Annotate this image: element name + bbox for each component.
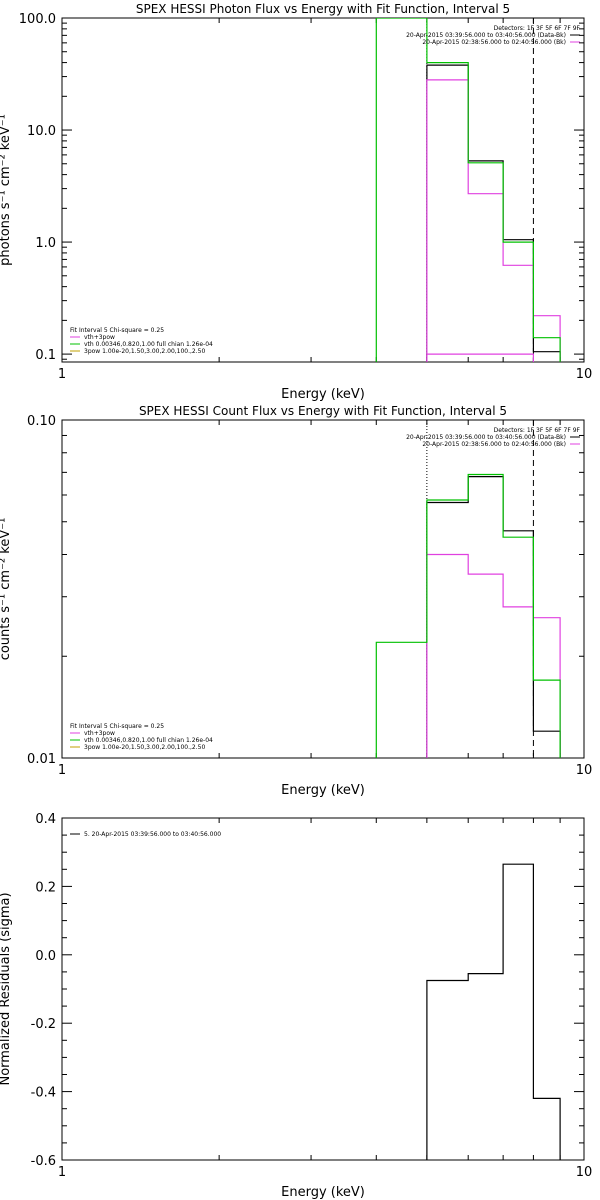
legend-entry: vth 0.00346,0.820,1.00 full chian 1.26e-… [84,737,213,744]
legend-left: 5. 20-Apr-2015 03:39:56.000 to 03:40:56.… [70,831,221,838]
y-tick-label: 1.0 [35,236,56,251]
x-axis-label: Energy (keV) [281,1185,365,1200]
legend-left: Fit Interval 5 Chi-square = 0.25vth+3pow… [70,327,213,355]
series-1-step [426,863,561,1160]
legend-left: Fit Interval 5 Chi-square = 0.25vth+3pow… [70,723,213,751]
legend-entry: 20-Apr-2015 03:39:56.000 to 03:40:56.000… [406,32,566,39]
x-tick-label: 1 [58,763,66,778]
y-tick-label: 0.0 [35,949,56,964]
y-tick-label: -0.2 [31,1017,56,1032]
x-tick-label: 1 [58,367,66,382]
legend-entry: 3pow 1.00e-20,1.50,3.00,2.00,100.,2.50 [84,348,205,355]
y-tick-label: 0.2 [35,880,56,895]
panel-3: 1 10 0.4 0.2 0.0 -0.2 -0.4 -0.6 Energy (keV) Norm… [0,812,592,1200]
series-2-step [426,553,561,758]
y-tick-label: -0.6 [31,1154,56,1169]
x-tick-label: 10 [576,367,593,382]
legend-entry: vth+3pow [84,334,115,341]
plot-frame [61,817,585,1161]
panel-1: SPEX HESSI Photon Flux vs Energy with Fi… [0,2,592,402]
legend-header: Fit Interval 5 Chi-square = 0.25 [70,723,164,730]
y-tick-label: 0.4 [35,812,56,827]
legend-entry: 20-Apr-2015 02:38:56.000 to 02:40:56.000… [422,441,566,448]
data-layer [375,473,561,758]
legend-header: Fit Interval 5 Chi-square = 0.25 [70,327,164,334]
legend-entry: 5. 20-Apr-2015 03:39:56.000 to 03:40:56.… [84,831,221,838]
y-axis-label: counts s⁻¹ cm⁻² keV⁻¹ [0,518,13,661]
legend-entry: 20-Apr-2015 02:38:56.000 to 02:40:56.000… [422,39,566,46]
series-4-step [375,18,561,362]
y-tick-label: 0.10 [27,414,56,429]
series-3-step [426,79,561,362]
legend-header: Detectors: 1F 3F 5F 6F 7F 9F [494,25,581,32]
chart-title: SPEX HESSI Photon Flux vs Energy with Fi… [136,2,510,16]
series-1-step [426,353,534,362]
x-tick-label: 10 [576,1165,593,1180]
chart-title: SPEX HESSI Count Flux vs Energy with Fit… [139,404,507,418]
x-axis-label: Energy (keV) [281,387,365,402]
x-tick-label: 1 [58,1165,66,1180]
legend-right: Detectors: 1F 3F 5F 6F 7F 9F20-Apr-2015 … [406,427,580,448]
y-tick-label: 0.01 [27,752,56,767]
plot-frame [61,17,585,363]
y-tick-label: 100.0 [19,12,56,27]
x-axis-label: Energy (keV) [281,783,365,798]
data-layer [375,18,561,362]
panel-2: SPEX HESSI Count Flux vs Energy with Fit… [0,404,592,798]
series-2-step [426,64,561,362]
legend-entry: vth+3pow [84,730,115,737]
plot-frame [61,419,585,759]
data-layer [426,863,561,1160]
y-tick-label: -0.4 [31,1086,56,1101]
legend-entry: 20-Apr-2015 03:39:56.000 to 03:40:56.000… [406,434,566,441]
y-axis-label: photons s⁻¹ cm⁻² keV⁻¹ [0,114,13,266]
y-axis-label: Normalized Residuals (sigma) [0,892,13,1085]
legend-header: Detectors: 1F 3F 5F 6F 7F 9F [494,427,581,434]
legend-entry: 3pow 1.00e-20,1.50,3.00,2.00,100.,2.50 [84,744,205,751]
series-3-step [375,473,561,758]
legend-entry: vth 0.00346,0.820,1.00 full chian 1.26e-… [84,341,213,348]
y-tick-label: 0.1 [35,348,56,363]
legend-right: Detectors: 1F 3F 5F 6F 7F 9F20-Apr-2015 … [406,25,580,46]
y-tick-label: 10.0 [27,124,56,139]
x-tick-label: 10 [576,763,593,778]
